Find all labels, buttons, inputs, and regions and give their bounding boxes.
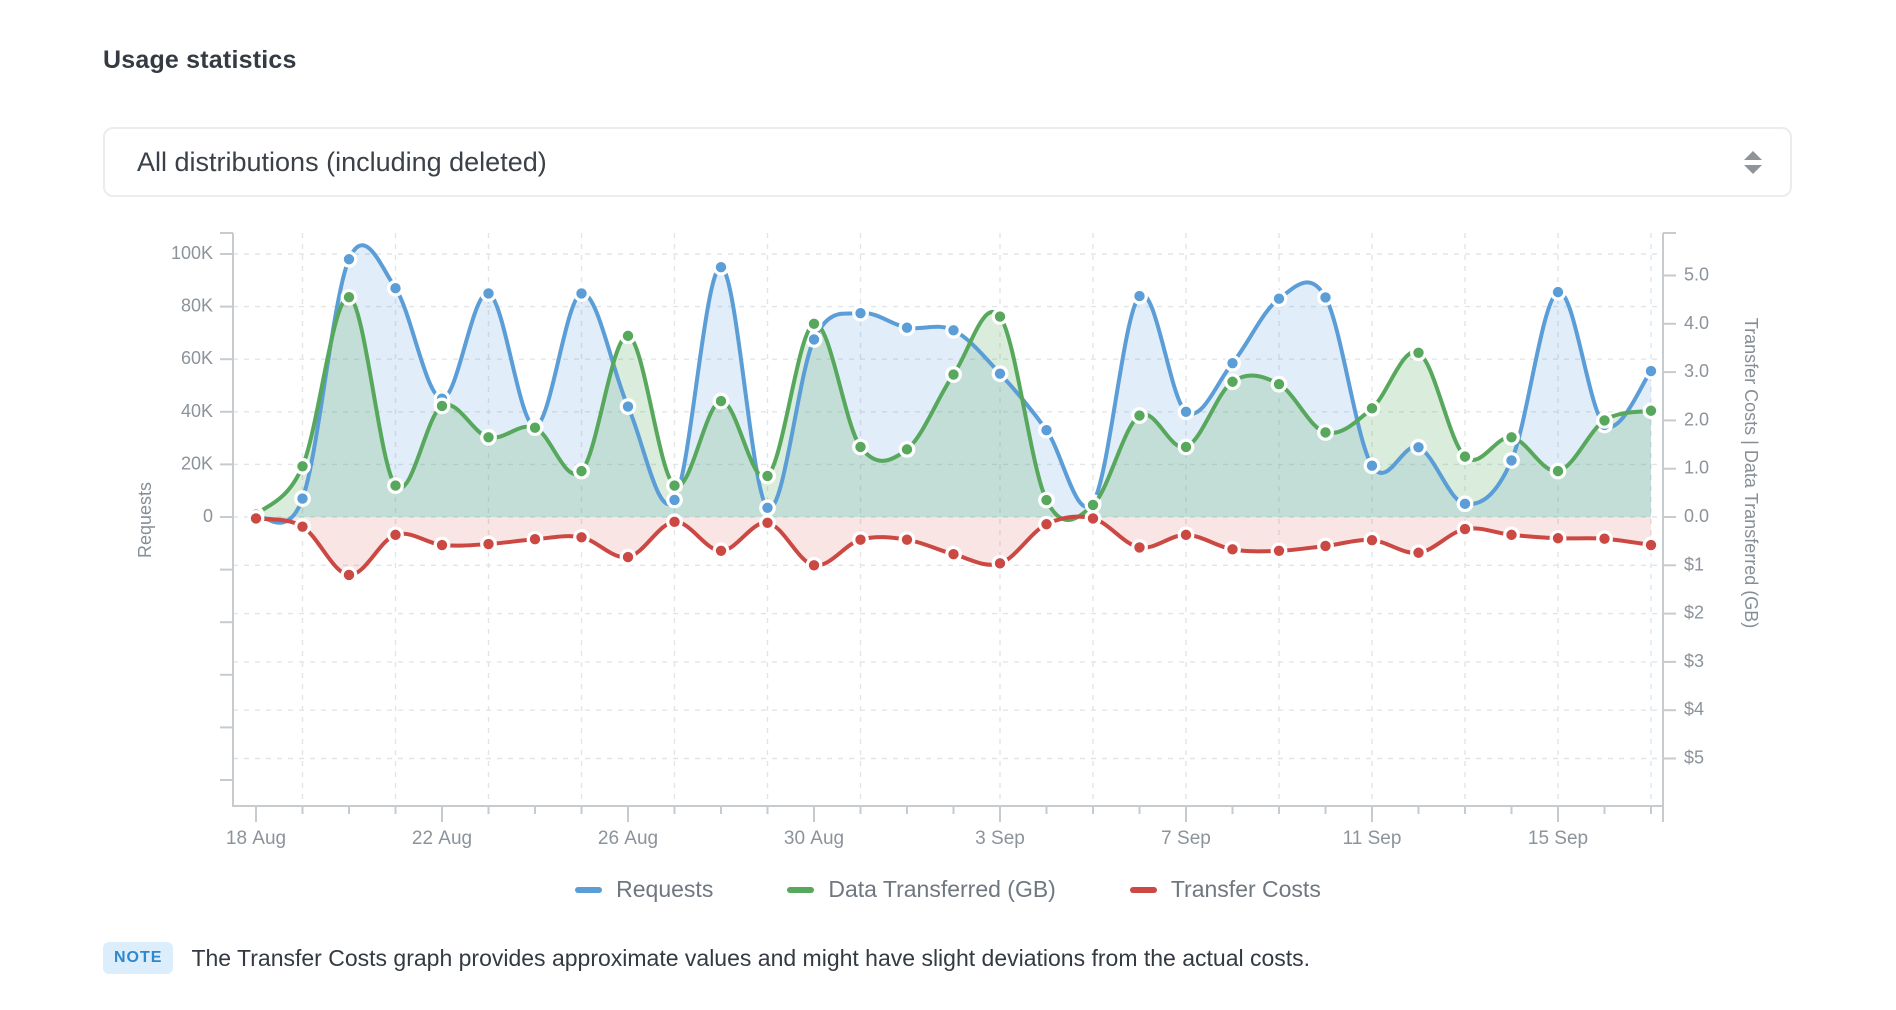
legend-label-transfer-costs: Transfer Costs xyxy=(1170,876,1321,902)
note-text: The Transfer Costs graph provides approx… xyxy=(191,944,1311,971)
legend-item-data-transferred[interactable]: Data Transferred (GB) xyxy=(787,876,1056,903)
usage-chart xyxy=(110,215,1870,865)
transfer-costs-dash-icon xyxy=(1129,886,1157,893)
note-row: NOTE The Transfer Costs graph provides a… xyxy=(103,942,1310,974)
data-transferred-dash-icon xyxy=(787,886,815,893)
chevron-down-icon xyxy=(1744,164,1762,174)
page-title: Usage statistics xyxy=(103,46,297,74)
distribution-select-value: All distributions (including deleted) xyxy=(137,146,547,177)
legend-item-requests[interactable]: Requests xyxy=(575,876,713,903)
legend-item-transfer-costs[interactable]: Transfer Costs xyxy=(1129,876,1321,903)
chevron-up-icon xyxy=(1744,150,1762,160)
note-badge: NOTE xyxy=(103,942,174,974)
legend-label-data-transferred: Data Transferred (GB) xyxy=(828,876,1056,902)
usage-chart-canvas[interactable] xyxy=(110,215,1870,865)
requests-dash-icon xyxy=(575,886,603,893)
legend-label-requests: Requests xyxy=(616,876,714,902)
distribution-select[interactable]: All distributions (including deleted) xyxy=(103,127,1792,197)
select-updown-icon xyxy=(1744,150,1762,174)
chart-legend: Requests Data Transferred (GB) Transfer … xyxy=(233,876,1663,903)
